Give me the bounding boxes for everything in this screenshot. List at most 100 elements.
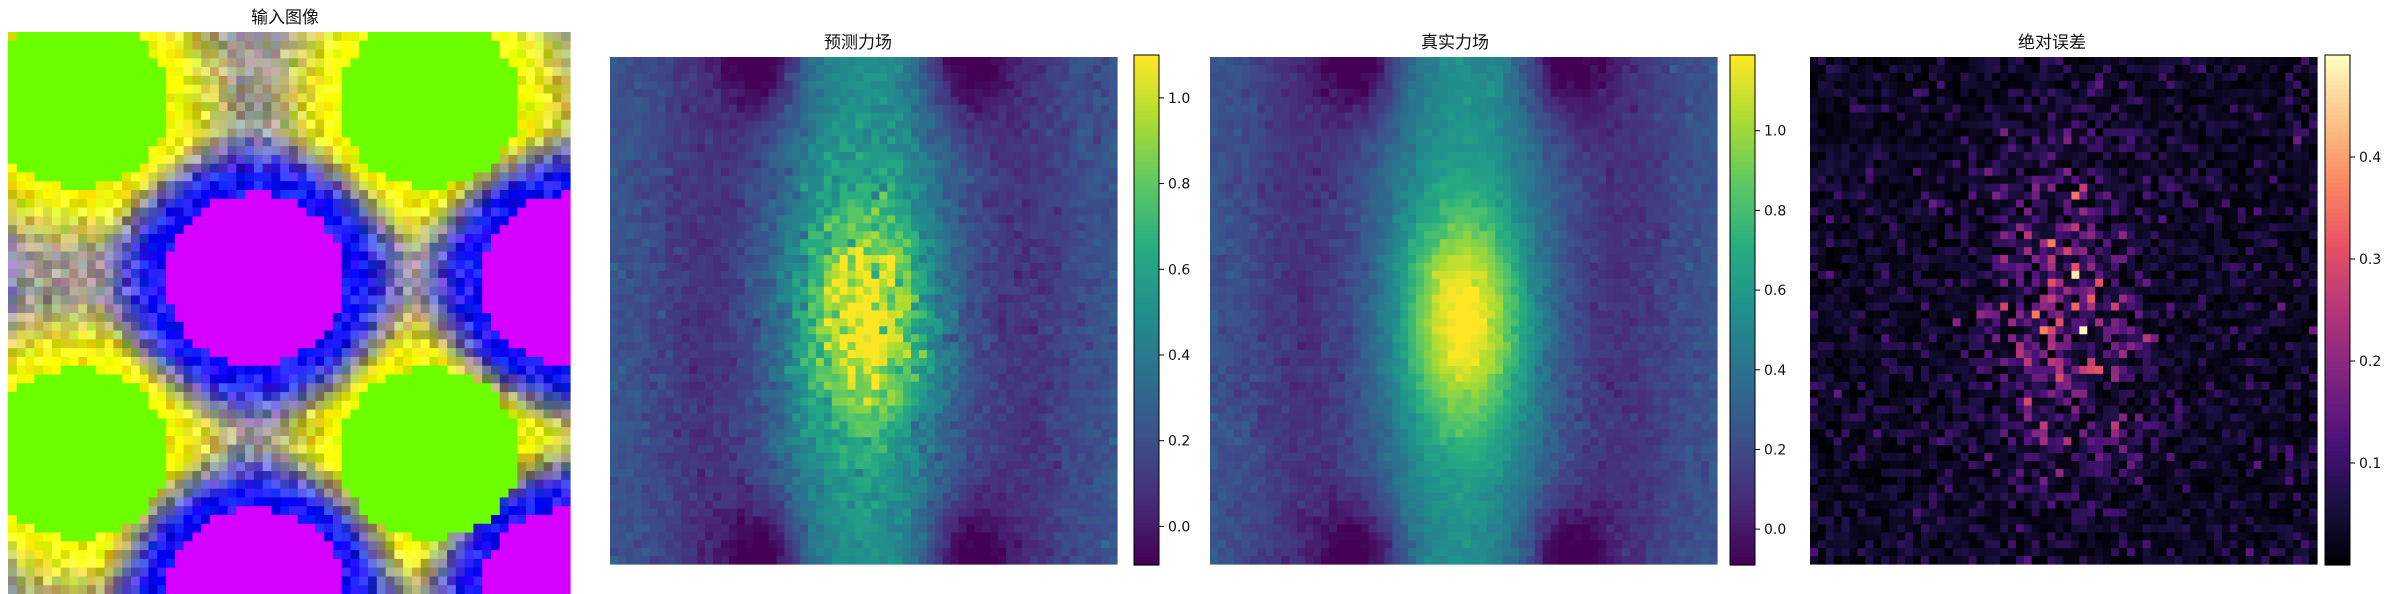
input-pixel-cell — [420, 304, 431, 314]
input-pixel-cell — [455, 348, 466, 358]
input-pixel-cell — [8, 84, 18, 95]
input-pixel-cell — [87, 216, 97, 226]
input-pixel-cell — [552, 84, 562, 95]
input-pixel-cell — [209, 392, 220, 402]
panel-pred-cell-cell — [815, 64, 825, 74]
input-pixel-cell — [34, 427, 44, 437]
input-pixel-cell — [245, 207, 255, 218]
input-pixel-cell — [324, 119, 334, 130]
input-pixel-cell — [411, 321, 422, 332]
input-pixel-cell — [482, 286, 492, 297]
input-pixel-cell — [482, 479, 492, 490]
input-pixel-cell — [385, 137, 395, 147]
input-pixel-cell — [455, 550, 466, 560]
input-pixel-cell — [43, 576, 53, 586]
input-pixel-cell — [122, 374, 132, 384]
panel-pred-cell-cell — [610, 88, 619, 98]
input-pixel-cell — [104, 260, 114, 270]
input-pixel-cell — [271, 137, 281, 147]
input-pixel-cell — [403, 119, 413, 130]
panel-pred-cell-cell — [792, 72, 801, 82]
input-pixel-cell — [543, 383, 554, 393]
panel-pred-cell-cell — [641, 144, 651, 153]
panel-pred-cell-cell — [942, 80, 952, 90]
panel-pred-cell-cell — [641, 120, 651, 129]
input-pixel-cell — [43, 550, 53, 560]
panel-pred-cell-cell — [800, 80, 809, 90]
input-pixel-cell — [490, 356, 501, 367]
input-pixel-cell — [201, 330, 211, 340]
input-pixel-cell — [447, 207, 457, 218]
panel-pred-cell-cell — [871, 64, 880, 74]
input-pixel-cell — [201, 111, 211, 121]
input-pixel-cell — [51, 233, 62, 244]
panel-pred-cell-cell — [911, 159, 920, 169]
input-pixel-cell — [420, 181, 431, 191]
input-pixel-cell — [236, 242, 246, 253]
input-pixel-cell — [341, 286, 352, 297]
input-pixel-cell — [201, 67, 211, 77]
input-pixel-cell — [148, 488, 158, 499]
panel-pred-cell-cell — [950, 120, 960, 129]
input-pixel-cell — [43, 146, 53, 156]
panel-pred-cell-cell — [982, 136, 991, 145]
input-pixel-cell — [166, 400, 176, 411]
input-pixel-cell — [482, 225, 492, 235]
input-pixel-cell — [359, 67, 369, 77]
input-pixel-cell — [359, 488, 369, 499]
input-pixel-cell — [157, 462, 167, 472]
panel-pred-cell-cell — [689, 152, 698, 161]
panel-pred-cell-cell — [689, 112, 698, 121]
input-pixel-cell — [253, 453, 264, 463]
panel-pred-cell-cell — [665, 120, 674, 129]
input-pixel-cell — [201, 462, 211, 472]
input-pixel-cell — [218, 453, 229, 463]
input-pixel-cell — [490, 497, 501, 507]
input-pixel-cell — [403, 225, 413, 235]
panel-pred-cell-cell — [760, 104, 770, 114]
input-pixel-cell — [201, 541, 211, 551]
input-pixel-cell — [403, 471, 413, 481]
panel-pred-cell-cell — [641, 64, 651, 74]
input-pixel-cell — [51, 32, 62, 42]
input-pixel-cell — [157, 365, 167, 376]
input-pixel-cell — [490, 242, 501, 253]
input-pixel-cell — [16, 356, 27, 367]
input-pixel-cell — [543, 75, 554, 86]
input-pixel-cell — [394, 523, 404, 534]
input-pixel-cell — [315, 251, 325, 261]
input-pixel-cell — [508, 233, 518, 244]
panel-pred-cell-cell — [752, 57, 762, 66]
input-pixel-cell — [403, 128, 413, 138]
input-pixel-cell — [95, 102, 106, 112]
input-pixel-cell — [122, 523, 132, 534]
panel-pred-cell-cell — [1029, 57, 1039, 66]
panel-pred-cell-cell — [784, 64, 793, 74]
input-pixel-cell — [526, 514, 536, 525]
input-pixel-cell — [429, 242, 439, 253]
input-pixel-cell — [95, 32, 106, 42]
input-pixel-cell — [236, 163, 246, 174]
input-pixel-cell — [34, 269, 44, 279]
panel-pred-cell-cell — [911, 128, 920, 137]
input-pixel-cell — [139, 313, 150, 323]
input-pixel-cell — [526, 216, 536, 226]
input-pixel-cell — [368, 550, 378, 560]
panel-pred-cell-cell — [800, 104, 809, 114]
input-pixel-cell — [499, 444, 510, 455]
panel-pred-cell-cell — [641, 72, 651, 82]
input-pixel-cell — [227, 418, 237, 428]
panel-pred-cell-cell — [950, 96, 960, 106]
input-pixel-cell — [245, 286, 255, 297]
input-pixel-cell — [482, 409, 492, 419]
input-pixel-cell — [87, 435, 97, 446]
input-pixel-cell — [561, 251, 571, 261]
input-pixel-cell — [464, 374, 475, 384]
input-pixel-cell — [490, 58, 501, 68]
input-pixel-cell — [534, 558, 545, 569]
panel-pred-cell-cell — [705, 128, 714, 137]
panel-pred-cell-cell — [815, 88, 825, 98]
input-pixel-cell — [508, 172, 518, 182]
input-pixel-cell — [183, 488, 194, 499]
input-pixel-cell — [385, 67, 395, 77]
